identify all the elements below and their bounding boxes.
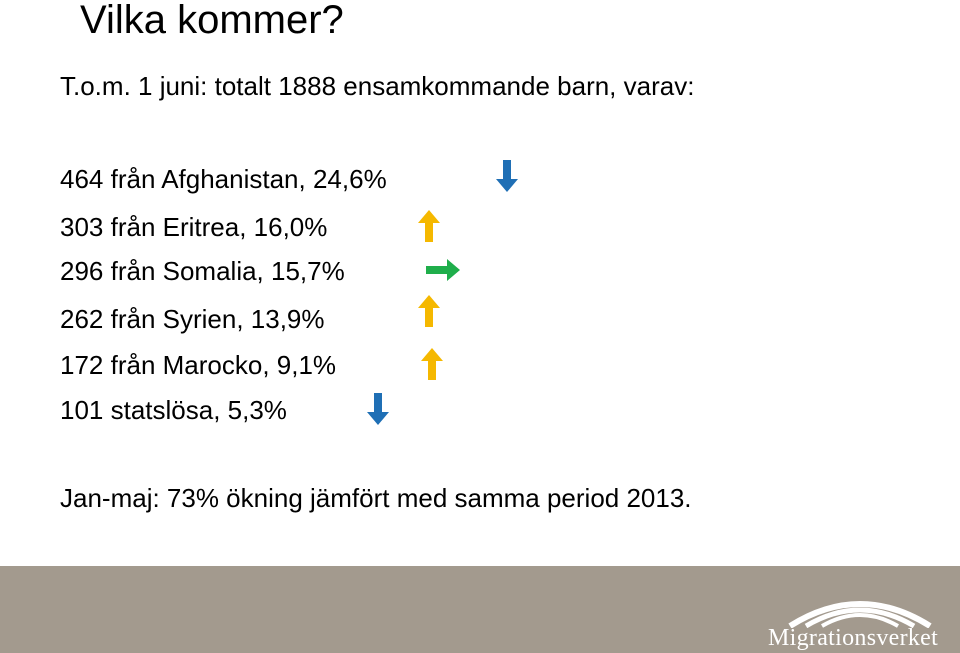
list-item-text: 296 från Somalia, 15,7% [60,256,345,286]
logo-arcs-icon [788,601,932,628]
list-item-text: 101 statslösa, 5,3% [60,395,287,425]
list-item: 101 statslösa, 5,3% [60,393,287,427]
list-item: 262 från Syrien, 13,9% [60,302,325,336]
list-item: 464 från Afghanistan, 24,6% [60,162,387,196]
slide-title: Vilka kommer? [80,0,344,42]
logo-text: Migrationsverket [768,625,939,651]
arrow-up-icon [418,210,440,242]
intro-text: T.o.m. 1 juni: totalt 1888 ensamkommande… [60,71,695,101]
arrow-down-icon [496,160,518,192]
list-item-text: 464 från Afghanistan, 24,6% [60,164,387,194]
arrow-up-icon [418,295,440,327]
list-item-text: 262 från Syrien, 13,9% [60,304,325,334]
footer-bar [0,566,960,653]
arrow-right-icon [426,259,460,281]
summary-text: Jan-maj: 73% ökning jämfört med samma pe… [60,483,692,513]
arrow-down-icon [367,393,389,425]
list-item-text: 172 från Marocko, 9,1% [60,350,337,380]
arrow-up-icon [421,348,443,380]
list-item: 172 från Marocko, 9,1% [60,348,336,382]
list-item-text: 303 från Eritrea, 16,0% [60,212,328,242]
list-item: 303 från Eritrea, 16,0% [60,210,327,244]
list-item: 296 från Somalia, 15,7% [60,254,345,288]
